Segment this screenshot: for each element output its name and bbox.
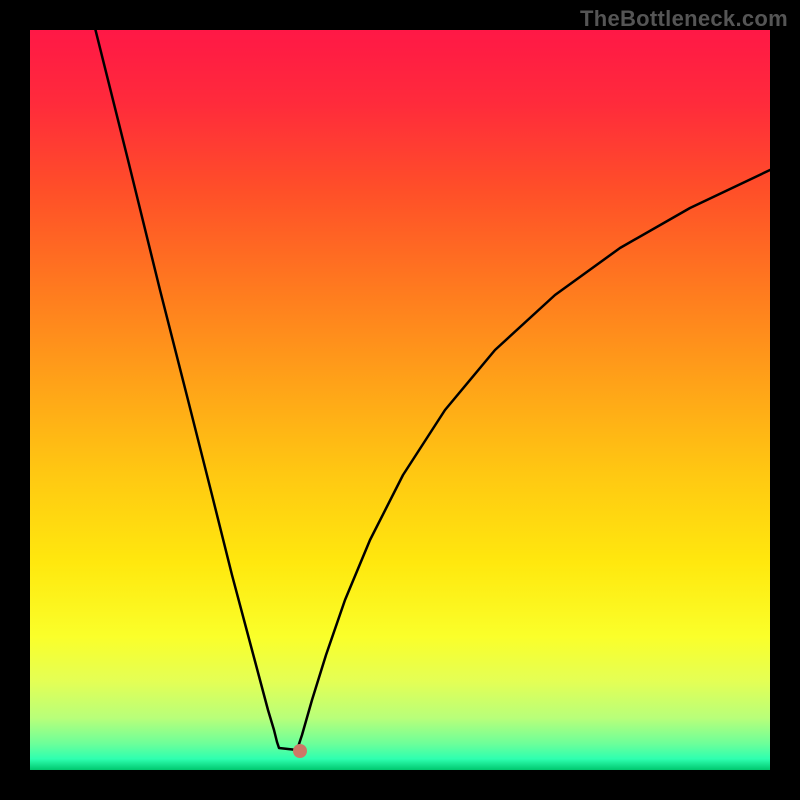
plot-area (30, 30, 770, 770)
bottleneck-curve (93, 30, 770, 750)
curve-layer (30, 30, 770, 770)
minimum-marker (293, 744, 307, 758)
watermark-text: TheBottleneck.com (580, 6, 788, 32)
